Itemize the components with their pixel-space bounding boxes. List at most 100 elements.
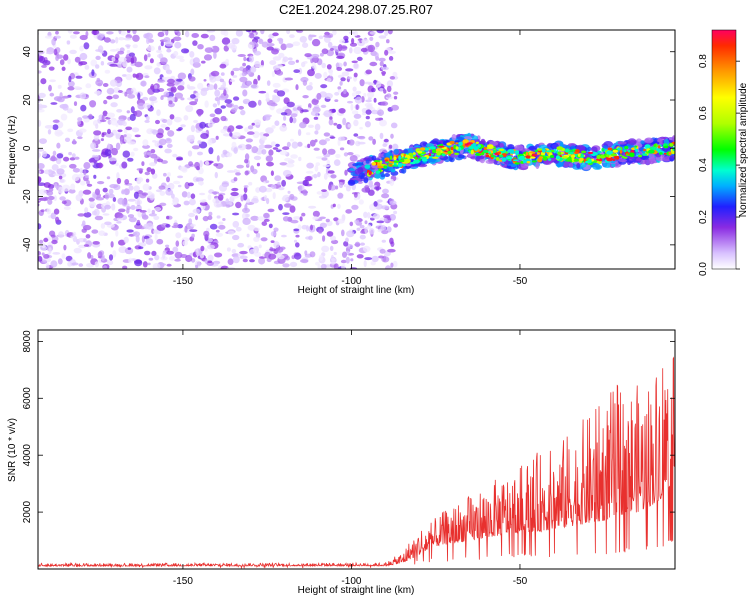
- noise-blob: [388, 144, 393, 149]
- noise-blob: [38, 223, 42, 230]
- noise-blob: [378, 255, 385, 259]
- noise-blob: [230, 191, 239, 197]
- noise-blob: [200, 89, 208, 96]
- noise-blob: [288, 60, 296, 65]
- signal-core-blob: [393, 160, 400, 163]
- noise-blob: [106, 95, 113, 100]
- noise-blob: [225, 103, 233, 108]
- noise-blob: [104, 204, 111, 210]
- noise-blob: [73, 101, 78, 106]
- noise-blob: [235, 226, 242, 232]
- noise-blob: [268, 223, 273, 229]
- noise-blob: [354, 96, 363, 104]
- signal-core-blob: [392, 164, 400, 167]
- figure-title: C2E1.2024.298.07.25.R07: [279, 2, 433, 17]
- noise-blob: [320, 263, 327, 269]
- noise-blob: [289, 261, 298, 268]
- noise-blob: [323, 173, 328, 180]
- noise-blob: [189, 229, 198, 233]
- noise-blob: [115, 142, 121, 150]
- noise-blob: [333, 122, 338, 126]
- noise-blob: [336, 66, 343, 71]
- noise-blob: [341, 263, 346, 269]
- noise-blob: [384, 265, 392, 269]
- noise-blob: [208, 211, 213, 216]
- noise-blob: [89, 100, 97, 108]
- noise-blob: [102, 187, 108, 193]
- noise-blob: [245, 138, 253, 143]
- noise-blob: [273, 227, 279, 232]
- noise-blob: [215, 135, 219, 140]
- signal-blob: [618, 158, 627, 163]
- noise-blob: [93, 134, 100, 141]
- noise-blob: [173, 180, 181, 185]
- noise-blob: [132, 34, 140, 42]
- noise-blob: [293, 216, 301, 220]
- noise-blob: [150, 149, 156, 154]
- noise-blob: [156, 158, 164, 163]
- signal-core-blob: [597, 150, 602, 153]
- noise-blob: [238, 145, 243, 149]
- noise-blob: [290, 113, 298, 118]
- noise-blob: [380, 101, 389, 106]
- noise-blob: [88, 197, 95, 202]
- noise-blob: [340, 259, 347, 264]
- noise-blob: [294, 252, 302, 260]
- signal-blob: [563, 160, 570, 168]
- noise-blob: [206, 227, 210, 232]
- noise-blob: [272, 192, 276, 200]
- noise-blob: [381, 230, 389, 235]
- noise-blob: [251, 30, 257, 33]
- noise-blob: [327, 148, 336, 155]
- noise-blob: [34, 56, 37, 59]
- noise-blob: [268, 253, 277, 260]
- noise-blob: [235, 125, 243, 130]
- noise-blob: [124, 247, 134, 255]
- signal-blob: [602, 162, 612, 168]
- noise-blob: [77, 213, 85, 217]
- noise-blob: [243, 186, 248, 193]
- noise-blob: [132, 231, 141, 237]
- noise-blob: [259, 185, 267, 193]
- signal-core-blob: [619, 150, 623, 154]
- noise-blob: [51, 239, 58, 245]
- noise-blob: [279, 150, 288, 156]
- noise-blob: [121, 161, 128, 169]
- noise-blob: [73, 31, 80, 35]
- noise-blob: [289, 116, 294, 124]
- noise-blob: [143, 102, 151, 109]
- noise-blob: [271, 70, 275, 78]
- noise-blob: [63, 156, 70, 162]
- snr-panel: -150 -100 -50 2000 4000 6000 8000 Height of s…: [7, 329, 676, 596]
- noise-blob: [272, 82, 281, 88]
- noise-blob: [38, 250, 42, 256]
- noise-blob: [271, 125, 276, 129]
- noise-blob: [353, 196, 359, 201]
- noise-blob: [101, 132, 105, 138]
- noise-blob: [338, 108, 346, 114]
- noise-blob: [157, 31, 165, 38]
- noise-blob: [193, 90, 197, 94]
- noise-blob: [339, 81, 343, 86]
- noise-blob: [359, 79, 365, 87]
- noise-blob: [127, 214, 135, 218]
- noise-blob: [233, 177, 238, 182]
- noise-blob: [96, 33, 104, 41]
- signal-blob: [639, 154, 650, 161]
- noise-blob: [62, 54, 69, 61]
- noise-blob: [154, 206, 162, 212]
- noise-blob: [214, 252, 223, 258]
- noise-blob: [364, 220, 368, 225]
- noise-blob: [246, 198, 251, 204]
- signal-core-blob: [525, 155, 531, 159]
- signal-core-blob: [531, 153, 538, 157]
- noise-blob: [251, 122, 255, 126]
- noise-blob: [278, 52, 285, 58]
- noise-blob: [322, 235, 326, 242]
- noise-blob: [109, 79, 118, 87]
- noise-blob: [282, 263, 290, 268]
- signal-core-blob: [417, 150, 423, 154]
- noise-blob: [316, 92, 322, 100]
- noise-blob: [353, 30, 359, 37]
